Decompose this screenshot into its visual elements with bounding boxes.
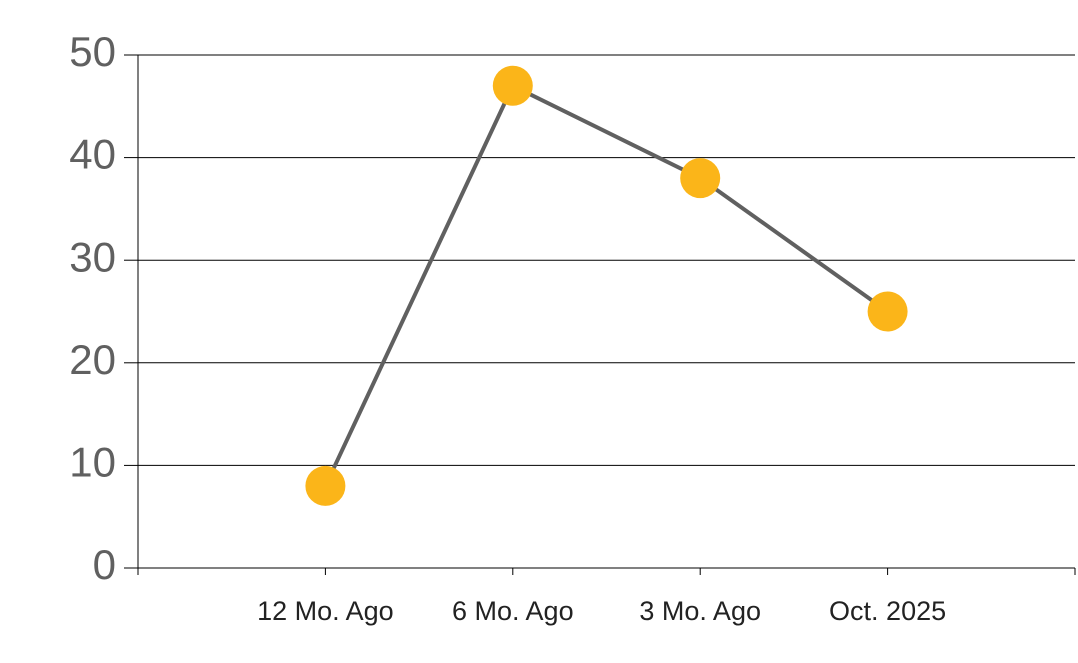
marker (492, 65, 533, 106)
y-tick-label: 10 (69, 438, 116, 485)
marker (680, 158, 721, 199)
y-tick-label: 30 (69, 233, 116, 280)
marker (867, 291, 908, 332)
x-tick-label: 12 Mo. Ago (257, 596, 394, 626)
x-tick-label: Oct. 2025 (829, 596, 946, 626)
y-tick-label: 20 (69, 336, 116, 383)
line (323, 83, 889, 487)
x-tick-label: 6 Mo. Ago (452, 596, 574, 626)
marker (305, 465, 346, 506)
y-tick-label: 0 (93, 541, 116, 588)
y-tick-label: 50 (69, 28, 116, 75)
y-tick-label: 40 (69, 131, 116, 178)
x-tick-label: 3 Mo. Ago (639, 596, 761, 626)
